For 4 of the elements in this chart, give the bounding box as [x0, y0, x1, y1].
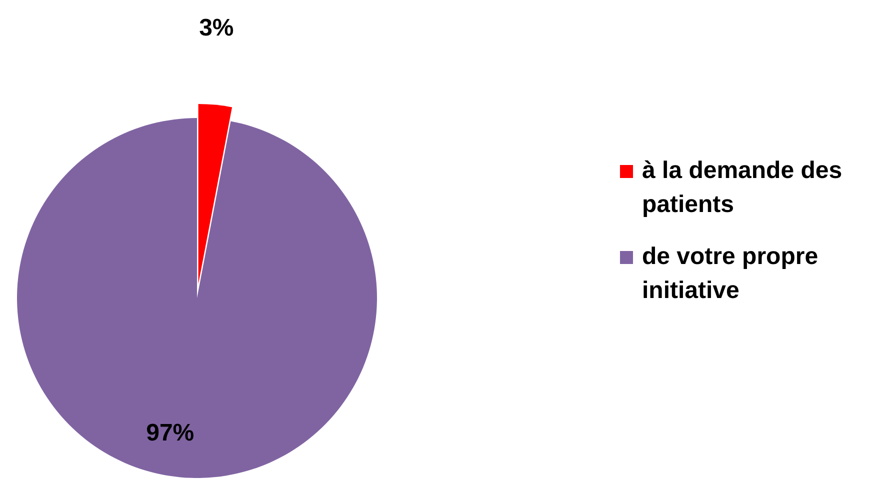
data-label: 3%	[199, 14, 234, 42]
legend-label: à la demande des patients	[642, 157, 842, 218]
legend-label: de votre propre initiative	[642, 243, 818, 304]
data-label: 97%	[146, 420, 194, 447]
